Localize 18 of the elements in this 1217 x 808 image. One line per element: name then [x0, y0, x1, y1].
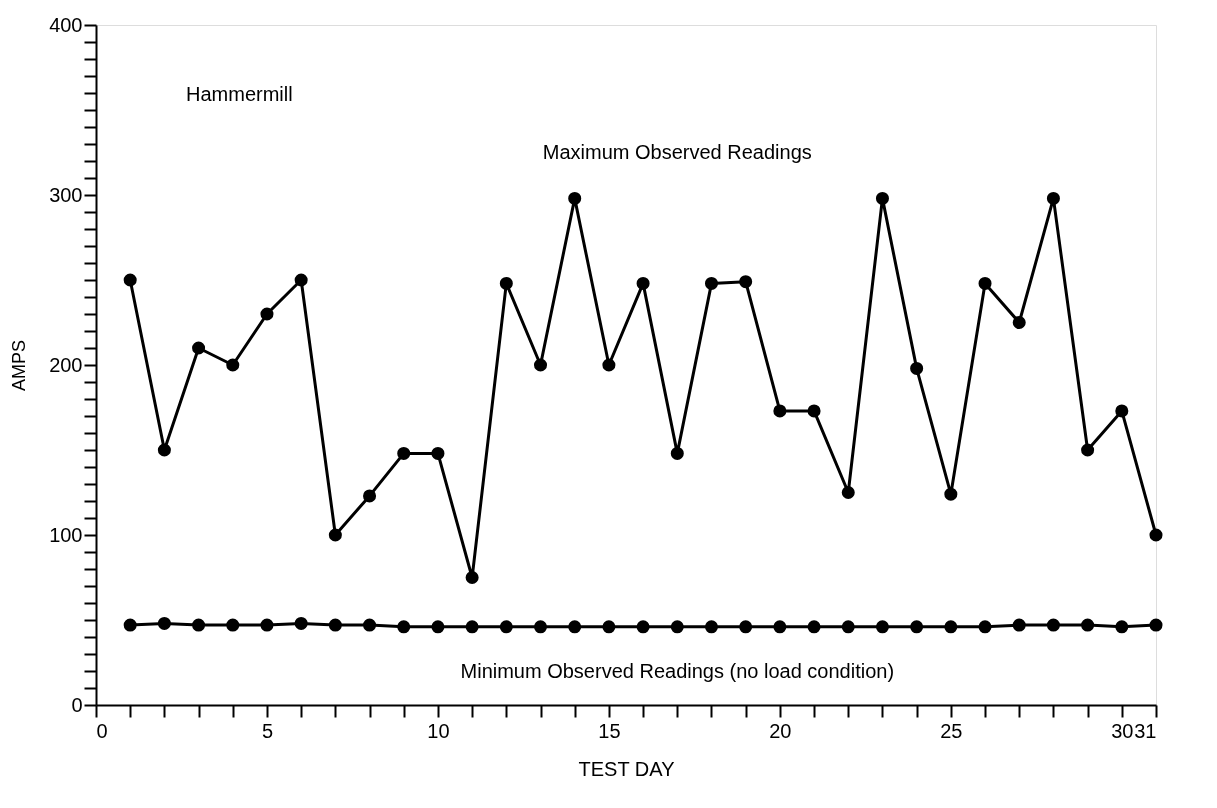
text: Maximum Observed Readings: [542, 141, 812, 164]
x-tick-label: 31: [1134, 719, 1157, 742]
y-tick-label: 100: [49, 523, 83, 546]
x-tick-label: 15: [598, 719, 621, 742]
series-label: Minimum Observed Readings (no load condition): [460, 659, 895, 682]
x-tick-label: 30: [1111, 719, 1134, 742]
y-axis-title: AMPS: [9, 339, 30, 392]
x-tick-label: 20: [769, 719, 792, 742]
y-tick-label: 200: [49, 353, 83, 376]
x-axis-title: TEST DAY: [578, 757, 675, 780]
y-tick-label: 300: [49, 183, 83, 206]
x-tick-label: 10: [427, 719, 450, 742]
x-tick-label: 5: [261, 719, 274, 742]
x-tick-label: 25: [940, 719, 963, 742]
annotation: Hammermill: [186, 83, 293, 105]
x-tick-label: 0: [96, 719, 108, 742]
y-tick-label: 0: [71, 693, 83, 716]
y-tick-label: 400: [49, 13, 83, 36]
